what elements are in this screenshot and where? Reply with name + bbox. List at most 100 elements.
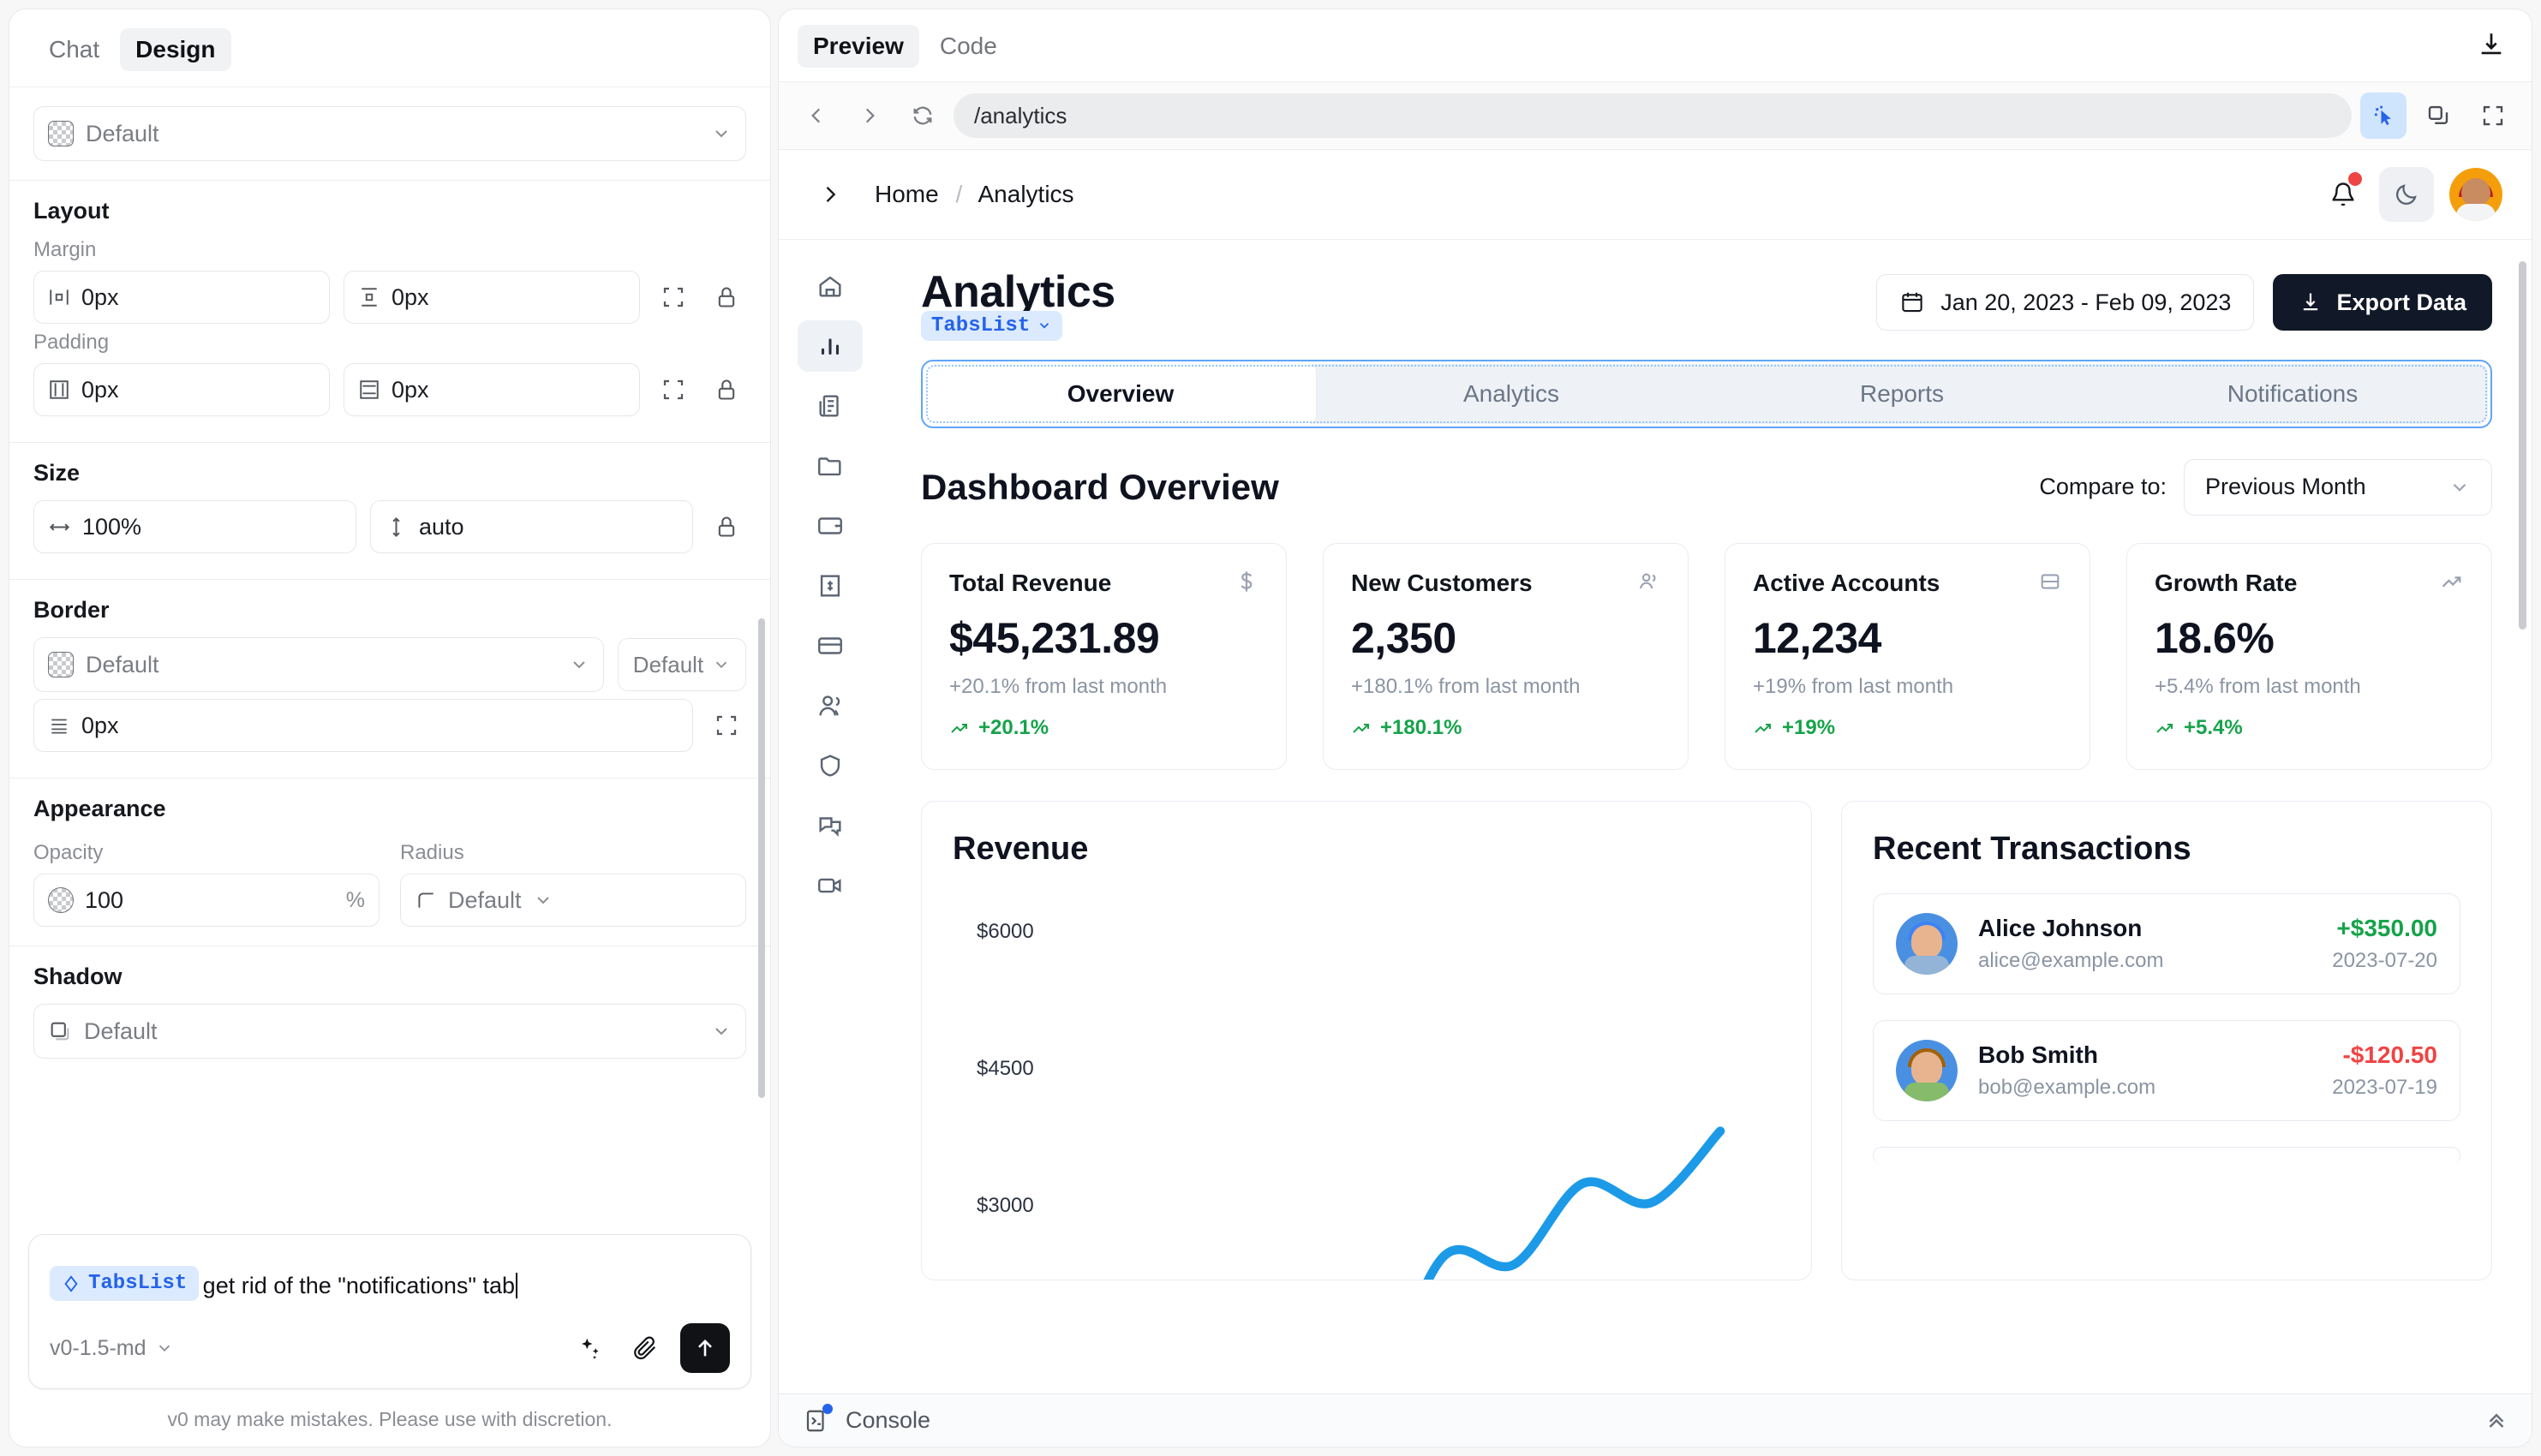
chart-area: $6000 $4500 $3000 [953,893,1780,1280]
lock-icon [718,379,735,400]
breadcrumb-home[interactable]: Home [875,181,939,207]
stat-delta-value: +19% [1782,715,1836,739]
fullscreen-button[interactable] [2470,92,2516,139]
size-lock-button[interactable] [707,507,746,546]
radius-select[interactable]: Default [400,874,746,927]
width-input[interactable]: 100% [33,500,356,553]
opacity-swatch-icon [48,887,74,913]
margin-x-input[interactable]: 0px [33,271,330,324]
rail-item-invoices[interactable] [798,380,863,432]
model-select[interactable]: v0-1.5-md [50,1336,174,1361]
page-title-block: Analytics TabsList [921,269,1115,341]
transaction-meta: +$350.00 2023-07-20 [2332,915,2437,973]
chat-composer[interactable]: TabsList get rid of the "notifications" … [28,1233,751,1389]
composer-input[interactable]: get rid of the "notifications" tab [203,1272,518,1299]
rail-item-receipts[interactable] [798,560,863,612]
opacity-label: Opacity [33,841,104,864]
tab-preview[interactable]: Preview [798,25,919,68]
stat-card-top: Growth Rate [2155,570,2464,598]
border-style-select[interactable]: Default [618,638,746,691]
table-row[interactable]: Bob Smith bob@example.com -$120.50 2023-… [1873,1019,2460,1121]
border-color-value: Default [86,651,159,677]
viewport-scrollbar[interactable] [2519,261,2526,630]
notifications-button[interactable] [2323,172,2364,215]
padding-lock-button[interactable] [707,370,746,409]
padding-label: Padding [33,331,110,354]
download-button[interactable] [2477,30,2513,63]
editor-scrollbar[interactable] [758,618,765,1098]
back-button[interactable] [794,93,839,138]
section-shadow: Shadow Default [9,946,770,1077]
rail-item-home[interactable] [798,260,863,312]
chart-title: Revenue [953,830,1089,867]
rail-item-files[interactable] [798,440,863,492]
rail-item-wallet[interactable] [798,500,863,552]
opacity-input[interactable]: 100 % [33,874,380,927]
theme-toggle-button[interactable] [2379,167,2434,222]
border-color-select[interactable]: Default [33,637,604,692]
tab-analytics[interactable]: Analytics [1462,379,1560,407]
copy-button[interactable] [2415,92,2461,139]
date-range-picker[interactable]: Jan 20, 2023 - Feb 09, 2023 [1876,274,2255,331]
tabs-list-container: Overview Analytics Reports Notifications [921,359,2492,428]
rail-item-analytics[interactable] [798,320,863,372]
tabslist-selection-badge[interactable]: TabsList [921,310,1063,341]
padding-expand-button[interactable] [654,370,693,409]
console-collapse-button[interactable] [2484,1405,2509,1435]
element-select[interactable]: Default [33,106,746,161]
height-input[interactable]: auto [370,500,693,553]
rail-item-cards[interactable] [798,620,863,671]
tab-code[interactable]: Code [939,33,997,59]
url-input[interactable]: /analytics [954,93,2352,138]
chevron-down-icon [573,661,585,669]
tab-overview[interactable]: Overview [925,363,1316,424]
stat-sub: +20.1% from last month [949,674,1168,698]
margin-y-input[interactable]: 0px [344,271,640,324]
padding-x-input[interactable]: 0px [33,363,330,416]
border-expand-button[interactable] [707,706,746,745]
rail-item-security[interactable] [798,740,863,791]
tab-reports[interactable]: Reports [1859,379,1945,407]
send-button[interactable] [680,1323,730,1373]
checkerboard-swatch-icon [48,652,74,677]
chevrons-up-icon [2489,1413,2504,1428]
tab-notifications[interactable]: Notifications [2227,379,2359,407]
width-arrows-icon [49,522,70,531]
forward-button[interactable] [847,93,892,138]
table-row[interactable]: Alice Johnson alice@example.com +$350.00… [1873,892,2460,994]
shadow-select[interactable]: Default [33,1004,746,1059]
attach-file-button[interactable] [625,1328,665,1368]
enhance-sparkle-button[interactable] [571,1328,610,1368]
console-bar[interactable]: Console [779,1393,2532,1447]
app-icon-rail [779,240,882,1393]
element-select-value: Default [86,120,159,146]
inspect-cursor-button[interactable] [2360,92,2406,139]
padding-y-input[interactable]: 0px [344,363,640,416]
stat-delta: +19% [1753,716,2062,740]
stat-delta-value: +20.1% [978,715,1049,739]
border-width-input[interactable]: 0px [33,699,693,752]
avatar[interactable] [2449,168,2502,221]
rail-item-users[interactable] [798,680,863,731]
y-tick-label: $4500 [977,1056,1034,1080]
fullscreen-icon [2483,105,2503,126]
tab-design[interactable]: Design [120,28,231,71]
url-value: /analytics [974,102,1067,128]
stat-label: Total Revenue [949,570,1112,597]
trending-up-icon [1353,723,1369,733]
selected-component-chip[interactable]: TabsList [50,1266,200,1301]
compare-select[interactable]: Previous Month [2184,458,2492,516]
tab-chat[interactable]: Chat [49,36,100,63]
table-row[interactable] [1873,1146,2460,1164]
checkerboard-swatch-icon [48,121,74,146]
margin-expand-button[interactable] [654,277,693,317]
refresh-button[interactable] [900,93,945,138]
export-data-button[interactable]: Export Data [2273,274,2492,331]
rail-item-video[interactable] [798,860,863,911]
rail-item-messages[interactable] [798,800,863,851]
margin-lock-button[interactable] [707,277,746,317]
stat-card-top: Active Accounts [1753,570,2062,598]
size-row: 100% auto [33,500,746,553]
sidebar-toggle-button[interactable] [808,172,852,217]
stat-card-top: Total Revenue [949,570,1259,598]
